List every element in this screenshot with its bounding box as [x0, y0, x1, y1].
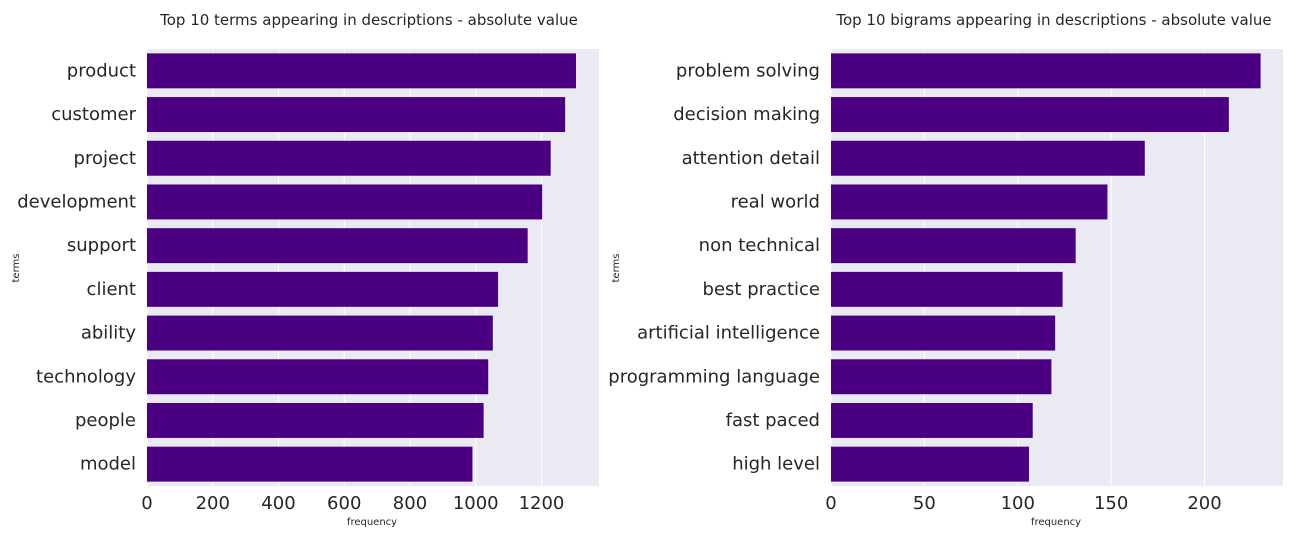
x-tick-label: 800: [393, 493, 427, 514]
bar-model: [147, 446, 473, 482]
bars: [831, 53, 1261, 482]
category-label-high-level: high level: [732, 454, 820, 475]
y-axis-label: terms: [11, 254, 22, 283]
category-label-customer: customer: [51, 104, 136, 125]
category-label-attention-detail: attention detail: [682, 148, 820, 169]
x-axis-label: frequency: [347, 517, 397, 528]
y-axis-label: terms: [611, 254, 622, 283]
bar-product: [147, 53, 576, 89]
bar-artificial-intelligence: [831, 315, 1056, 351]
category-label-project: project: [74, 148, 136, 169]
bar-problem-solving: [831, 53, 1261, 89]
bar-technology: [147, 359, 489, 395]
category-label-problem-solving: problem solving: [676, 60, 820, 81]
category-label-technology: technology: [36, 366, 136, 387]
bigrams-chart: problem solving decision making attention …: [608, 11, 1283, 528]
bar-development: [147, 184, 543, 220]
category-label-decision-making: decision making: [673, 104, 820, 125]
x-axis-label: frequency: [1031, 517, 1081, 528]
x-tick-label: 0: [141, 493, 152, 514]
category-label-non-technical: non technical: [699, 235, 820, 256]
x-tick-label: 50: [913, 493, 936, 514]
category-label-fast-paced: fast paced: [726, 410, 820, 431]
category-label-programming-language: programming language: [608, 366, 820, 387]
category-label-development: development: [17, 191, 136, 212]
category-label-support: support: [67, 235, 136, 256]
x-tick-label: 600: [327, 493, 361, 514]
category-label-best-practice: best practice: [703, 279, 820, 300]
x-tick-label: 200: [196, 493, 230, 514]
category-label-product: product: [67, 60, 136, 81]
category-labels: problem solving decision making attention …: [608, 60, 820, 474]
x-tick-label: 1000: [453, 493, 499, 514]
bar-people: [147, 402, 484, 438]
chart-title: Top 10 bigrams appearing in descriptions…: [835, 11, 1271, 29]
x-tick-label: 150: [1094, 493, 1128, 514]
category-label-artificial-intelligence: artificial intelligence: [637, 323, 820, 344]
bar-client: [147, 271, 499, 307]
bar-real-world: [831, 184, 1108, 220]
category-label-people: people: [75, 410, 136, 431]
bar-high-level: [831, 446, 1029, 482]
bar-programming-language: [831, 359, 1052, 395]
category-labels: product customer project development support…: [17, 60, 136, 474]
x-tick-labels: 0 50 100 150 200: [825, 493, 1221, 514]
x-tick-label: 400: [261, 493, 295, 514]
bar-attention-detail: [831, 140, 1145, 176]
x-tick-labels: 0 200 400 600 800 1000 1200: [141, 493, 564, 514]
chart-title: Top 10 terms appearing in descriptions -…: [159, 11, 578, 29]
x-tick-label: 1200: [519, 493, 565, 514]
x-tick-label: 100: [1001, 493, 1035, 514]
bars: [147, 53, 576, 482]
category-label-real-world: real world: [731, 191, 820, 212]
bar-best-practice: [831, 271, 1063, 307]
bar-ability: [147, 315, 493, 351]
bar-project: [147, 140, 551, 176]
bar-decision-making: [831, 97, 1229, 133]
category-label-client: client: [87, 279, 136, 300]
bar-non-technical: [831, 228, 1076, 264]
x-tick-label: 200: [1187, 493, 1221, 514]
bar-customer: [147, 97, 566, 133]
category-label-model: model: [80, 454, 136, 475]
category-label-ability: ability: [81, 323, 137, 344]
bar-support: [147, 228, 528, 264]
bar-fast-paced: [831, 402, 1033, 438]
x-tick-label: 0: [825, 493, 836, 514]
terms-chart: product customer project development support…: [11, 11, 599, 528]
